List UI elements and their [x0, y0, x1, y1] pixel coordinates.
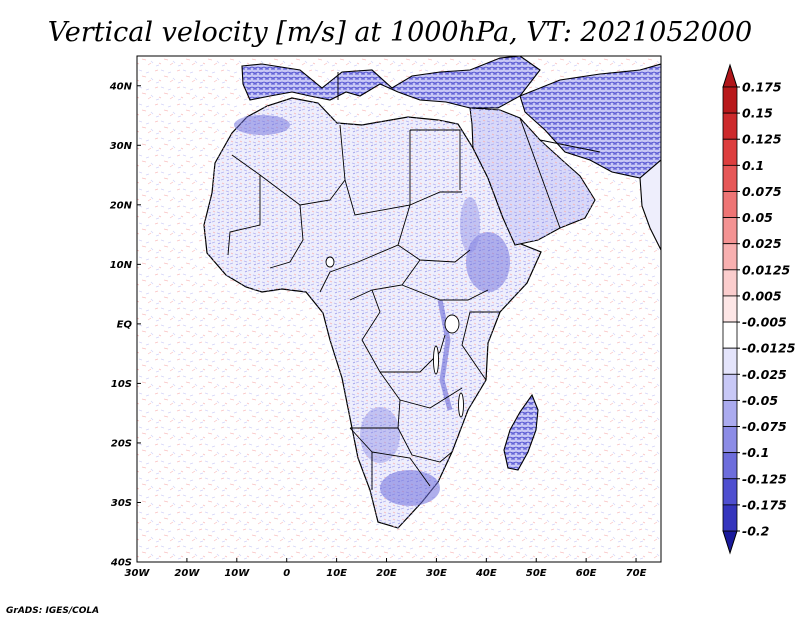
lon-tick-label: 0 — [283, 568, 290, 579]
colorbar-swatch — [722, 452, 738, 480]
colorbar-swatch — [722, 478, 738, 506]
lon-tick-label: 20E — [376, 568, 397, 579]
colorbar-swatch — [722, 321, 738, 349]
lat-tick-label: 30N — [110, 141, 133, 152]
latitude-axis: 40N 30N 20N 10N EQ 10S 20S 30S 40S — [109, 81, 141, 569]
lat-tick-label: 40S — [110, 558, 132, 569]
colorbar-swatch — [722, 504, 738, 532]
colorbar-swatch — [722, 426, 738, 454]
longitude-axis: 30W 20W 10W 0 10E 20E 30E 40E 50E 60E 70E — [125, 558, 647, 579]
colorbar-swatch — [722, 400, 738, 427]
map-panel: 30W 20W 10W 0 10E 20E 30E 40E 50E 60E 70E 40N 30N 20… — [109, 55, 662, 579]
colorbar-swatch — [722, 164, 738, 192]
colorbar-label: 0.075 — [742, 184, 782, 199]
land-field — [203, 56, 661, 529]
ethiopia-patch — [466, 232, 510, 292]
colorbar-bottom-arrow — [722, 530, 738, 555]
colorbar-label: 0.1 — [742, 158, 764, 173]
lat-tick-label: 10S — [111, 379, 132, 390]
chart-title: Vertical velocity [m/s] at 1000hPa, VT: … — [48, 17, 752, 48]
colorbar-label: -0.125 — [742, 471, 787, 486]
lon-tick-label: 30W — [125, 568, 151, 579]
colorbar-label: -0.075 — [742, 419, 787, 434]
europe-landmass — [241, 56, 541, 109]
lat-tick-label: 30S — [111, 498, 132, 509]
colorbar-swatch — [722, 191, 738, 218]
colorbar-label: -0.05 — [742, 393, 778, 408]
lat-tick-label: EQ — [117, 319, 133, 330]
country-borders — [227, 72, 601, 490]
lakes — [325, 256, 464, 418]
colorbar-label: -0.1 — [742, 445, 769, 460]
africa-noise — [204, 98, 541, 528]
colorbar-swatch — [722, 269, 738, 297]
colorbar-label: 0.005 — [742, 288, 782, 303]
lat-tick-label: 10N — [110, 260, 133, 271]
lon-tick-label: 40E — [475, 568, 497, 579]
south-africa-patch — [380, 470, 440, 506]
colorbar-label: -0.025 — [742, 367, 787, 382]
colorbar-swatch — [722, 347, 738, 375]
lon-tick-label: 10W — [224, 568, 250, 579]
colorbar-label: -0.2 — [742, 524, 769, 539]
red-sea-hills-patch — [460, 197, 480, 253]
rift-patch — [437, 299, 453, 411]
lat-tick-label: 40N — [109, 81, 133, 92]
lon-tick-label: 50E — [526, 568, 547, 579]
colorbar-label: 0.175 — [742, 80, 782, 95]
map-frame — [136, 55, 662, 563]
colorbar-swatch — [722, 138, 738, 166]
colorbar-swatch — [722, 112, 738, 140]
colorbar-top-arrow — [722, 63, 738, 88]
lon-tick-label: 30E — [426, 568, 447, 579]
lat-tick-label: 20N — [110, 200, 133, 211]
colorbar-swatch — [722, 243, 738, 271]
madagascar — [503, 393, 539, 471]
colorbar-label: 0.0125 — [742, 262, 791, 277]
colorbar: 0.175 0.15 0.125 0.1 0.075 0.05 0.025 0.0125 0.0… — [722, 63, 796, 555]
lon-tick-label: 60E — [576, 568, 597, 579]
lon-tick-label: 70E — [626, 568, 647, 579]
credit-text: GrADS: IGES/COLA — [6, 606, 99, 616]
arabia-noise — [470, 108, 595, 245]
colorbar-label: -0.175 — [742, 497, 787, 512]
colorbar-label: 0.025 — [742, 236, 782, 251]
atlas-patch — [234, 115, 290, 135]
lon-tick-label: 20W — [174, 568, 200, 579]
colorbar-swatch — [722, 295, 738, 323]
lon-tick-label: 10E — [326, 568, 347, 579]
colorbar-swatch — [722, 86, 738, 114]
colorbar-label: -0.0125 — [742, 341, 796, 356]
colorbar-label: 0.125 — [742, 132, 782, 147]
colorbar-label: 0.05 — [742, 210, 773, 225]
namibia-patch — [360, 407, 400, 463]
colorbar-label: 0.15 — [742, 106, 773, 121]
lat-tick-label: 20S — [111, 438, 132, 449]
india-landmass — [639, 159, 661, 251]
colorbar-swatch — [722, 217, 738, 245]
colorbar-label: -0.005 — [742, 315, 787, 330]
colorbar-swatch — [722, 373, 738, 401]
